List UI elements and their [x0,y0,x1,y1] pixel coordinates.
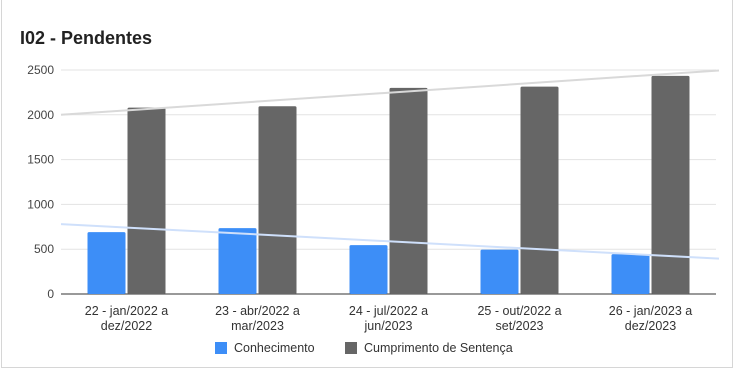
legend-label: Cumprimento de Sentença [364,341,513,355]
trendline [60,223,720,260]
x-tick-label: 25 - out/2022 a [477,304,561,318]
legend-swatch [345,342,357,354]
bar [480,249,519,294]
y-tick-label: 1500 [27,153,54,167]
bar [349,245,388,294]
bar [127,107,166,294]
bar [611,254,650,294]
bar [520,86,559,295]
x-tick-label: dez/2022 [101,319,152,333]
chart-title: I02 - Pendentes [20,28,153,48]
y-tick-label: 2000 [27,108,54,122]
x-tick-label: jun/2023 [364,319,413,333]
bar [87,232,126,294]
y-tick-label: 0 [47,287,54,301]
bar [651,75,690,294]
x-tick-label: dez/2023 [625,319,676,333]
bar [389,87,428,294]
x-tick-label: set/2023 [496,319,544,333]
bar [218,228,257,294]
x-tick-label: 22 - jan/2022 a [85,304,168,318]
legend-swatch [215,342,227,354]
y-tick-label: 500 [34,242,54,256]
bar [258,106,297,295]
legend-label: Conhecimento [234,341,315,355]
x-tick-label: mar/2023 [231,319,284,333]
x-tick-label: 23 - abr/2022 a [215,304,300,318]
y-tick-label: 1000 [27,197,54,211]
x-tick-label: 26 - jan/2023 a [609,304,692,318]
trendline [60,69,720,116]
x-tick-label: 24 - jul/2022 a [349,304,428,318]
y-tick-label: 2500 [27,63,54,77]
